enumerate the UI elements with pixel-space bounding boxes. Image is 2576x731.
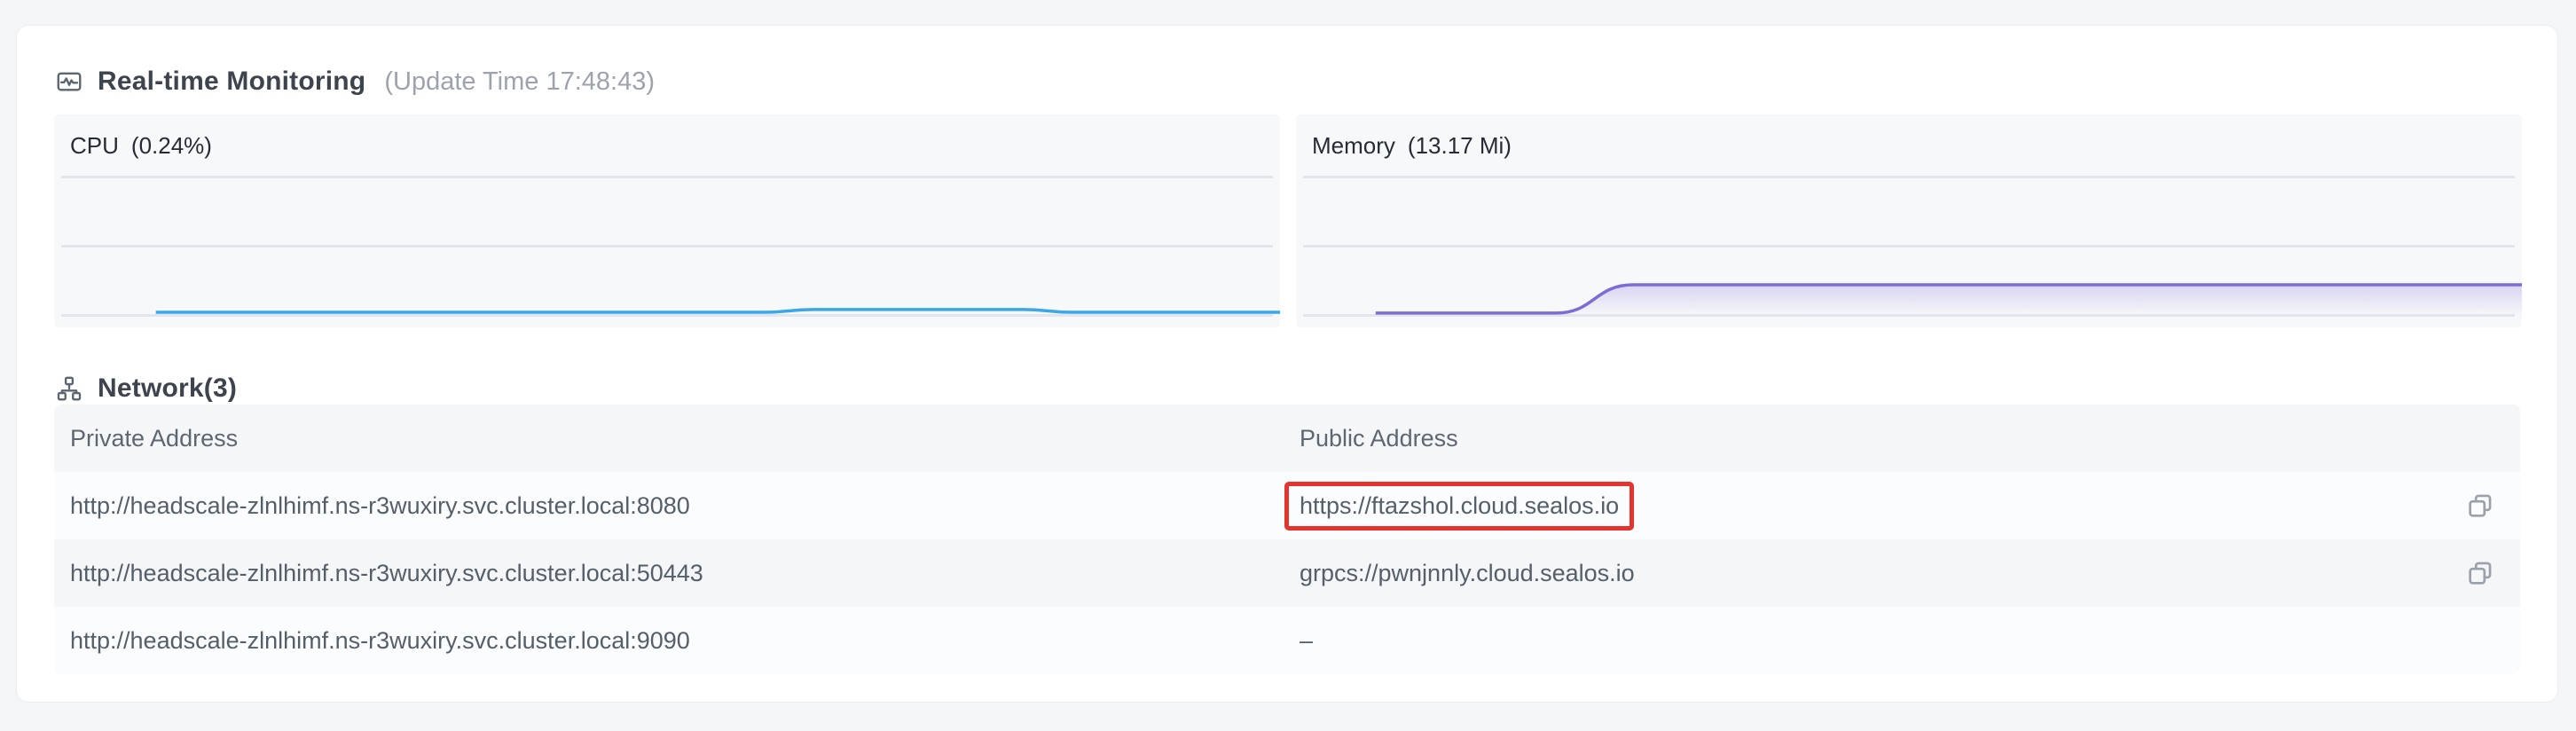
cpu-chart-panel: CPU (0.24%)	[54, 114, 1280, 327]
gridline	[1303, 314, 2515, 317]
realtime-monitoring-header: Real-time Monitoring (Update Time 17:48:…	[56, 67, 655, 97]
app-overview-card: Real-time Monitoring (Update Time 17:48:…	[16, 25, 2558, 703]
private-address: http://headscale-zlnlhimf.ns-r3wuxiry.sv…	[70, 626, 690, 654]
realtime-monitoring-title: Real-time Monitoring	[98, 67, 366, 96]
monitoring-pulse-icon	[56, 68, 82, 95]
gridline	[1303, 245, 2515, 248]
network-sitemap-icon	[56, 375, 82, 402]
gridline	[1303, 176, 2515, 178]
private-address: http://headscale-zlnlhimf.ns-r3wuxiry.sv…	[70, 559, 703, 586]
gridline	[61, 245, 1273, 248]
cpu-chart-label: CPU (0.24%)	[70, 132, 212, 159]
memory-chart-panel: Memory (13.17 Mi)	[1296, 114, 2522, 327]
private-address: http://headscale-zlnlhimf.ns-r3wuxiry.sv…	[70, 491, 690, 519]
gridline	[61, 176, 1273, 178]
network-table: Private Address Public Address http://he…	[54, 405, 2520, 674]
network-table-header-row: Private Address Public Address	[54, 405, 2520, 472]
public-address[interactable]: grpcs://pwnjnnly.cloud.sealos.io	[1300, 559, 1635, 586]
copy-icon[interactable]	[2465, 558, 2495, 588]
memory-chart-label: Memory (13.17 Mi)	[1312, 132, 1512, 159]
network-table-row: http://headscale-zlnlhimf.ns-r3wuxiry.sv…	[54, 607, 2520, 674]
update-time: (Update Time 17:48:43)	[384, 67, 656, 96]
cpu-sparkline	[54, 114, 1280, 327]
network-header: Network(3)	[56, 373, 237, 404]
column-header-private-address: Private Address	[70, 424, 239, 452]
network-table-row: http://headscale-zlnlhimf.ns-r3wuxiry.sv…	[54, 472, 2520, 539]
memory-sparkline	[1375, 114, 2522, 327]
charts-row: CPU (0.24%) Memory (13.17 Mi)	[54, 114, 2522, 327]
column-header-public-address: Public Address	[1300, 424, 1458, 452]
public-address[interactable]: https://ftazshol.cloud.sealos.io	[1284, 481, 1635, 531]
network-title: Network(3)	[98, 373, 238, 403]
public-address[interactable]: –	[1300, 626, 1314, 654]
gridline	[61, 314, 1273, 317]
copy-icon[interactable]	[2465, 491, 2495, 521]
network-table-row: http://headscale-zlnlhimf.ns-r3wuxiry.sv…	[54, 539, 2520, 607]
